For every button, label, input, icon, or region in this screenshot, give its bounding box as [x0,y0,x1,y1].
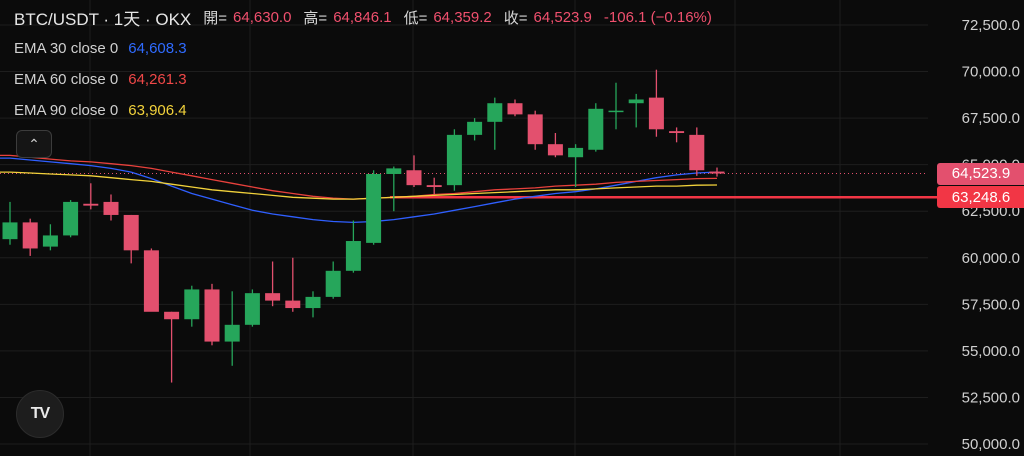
symbol-title[interactable]: BTC/USDT · 1天 · OKX [14,9,192,29]
grid [0,0,928,456]
close-value: 64,523.9 [533,8,592,26]
open-label: 開= [203,9,228,27]
candle-body [2,222,18,240]
logo-text: TV [30,405,50,422]
candle-body [588,108,604,150]
indicator-label: EMA 30 close 0 [14,39,119,57]
y-tick-label: 67,500.0 [962,110,1020,127]
indicator-label: EMA 90 close 0 [14,101,119,119]
indicator-ema60[interactable]: EMA 60 close 0 64,261.3 [14,69,187,89]
candle-body [568,147,584,158]
y-tick-label: 50,000.0 [962,436,1020,453]
candle-body [103,201,119,215]
candle-body [123,214,139,251]
chevron-up-icon: ⌃ [28,135,40,152]
candle-body [446,134,462,186]
candle-body [345,241,361,271]
change-value: -106.1 (−0.16%) [603,8,712,26]
candle-body [224,324,240,342]
high-label: 高= [303,9,328,27]
candle-body [22,222,38,249]
y-tick-label: 57,500.0 [962,296,1020,313]
y-tick-label: 52,500.0 [962,389,1020,406]
candles [2,69,725,383]
candle-body [709,171,725,174]
candle-body [63,201,79,236]
candle-body [386,168,402,174]
indicator-value: 63,906.4 [128,101,187,119]
candle-body [669,131,685,134]
candle-body [305,296,321,309]
candle-body [143,250,159,312]
candle-body [689,134,705,171]
high-value: 64,846.1 [333,8,392,26]
y-axis: 50,000.0 52,500.0 55,000.0 57,500.0 60,000.0… [962,17,1020,453]
candle-body [83,203,99,206]
candle-body [184,289,200,320]
candle-body [285,300,301,309]
symbol-header: BTC/USDT · 1天 · OKX 開= 64,630.0 高= 64,846.… [14,6,718,29]
candle-body [366,173,382,243]
candle-body [164,311,180,320]
candle-body [527,114,543,145]
indicator-label: EMA 60 close 0 [14,70,119,88]
price-line-tag: 63,248.6 [937,186,1024,209]
indicator-ema30[interactable]: EMA 30 close 0 64,608.3 [14,38,187,58]
candle-body [204,289,220,342]
last-price-tag: 64,523.9 [937,162,1024,185]
close-label: 收= [503,9,528,27]
candle-body [608,110,624,113]
candle-body [42,235,58,247]
y-tick-label: 55,000.0 [962,343,1020,360]
candle-body [628,99,644,104]
candle-body [265,293,281,301]
price-lines [0,173,938,199]
open-value: 64,630.0 [233,8,292,26]
candle-body [244,293,260,325]
candle-body [467,121,483,135]
y-tick-label: 70,000.0 [962,64,1020,81]
candle-body [487,103,503,122]
candle-body [406,170,422,186]
candle-body [507,103,523,115]
tradingview-logo-icon[interactable]: TV [16,390,64,438]
candle-body [426,185,442,188]
collapse-indicators-button[interactable]: ⌃ [16,130,52,158]
low-value: 64,359.2 [433,8,492,26]
candle-body [648,97,664,130]
indicator-value: 64,608.3 [128,39,187,57]
indicator-value: 64,261.3 [128,70,187,88]
y-tick-label: 60,000.0 [962,250,1020,267]
low-label: 低= [403,9,428,27]
y-tick-label: 72,500.0 [962,17,1020,34]
candle-body [325,270,341,297]
candle-body [547,144,563,156]
indicator-ema90[interactable]: EMA 90 close 0 63,906.4 [14,100,187,120]
ema-line [0,171,718,200]
